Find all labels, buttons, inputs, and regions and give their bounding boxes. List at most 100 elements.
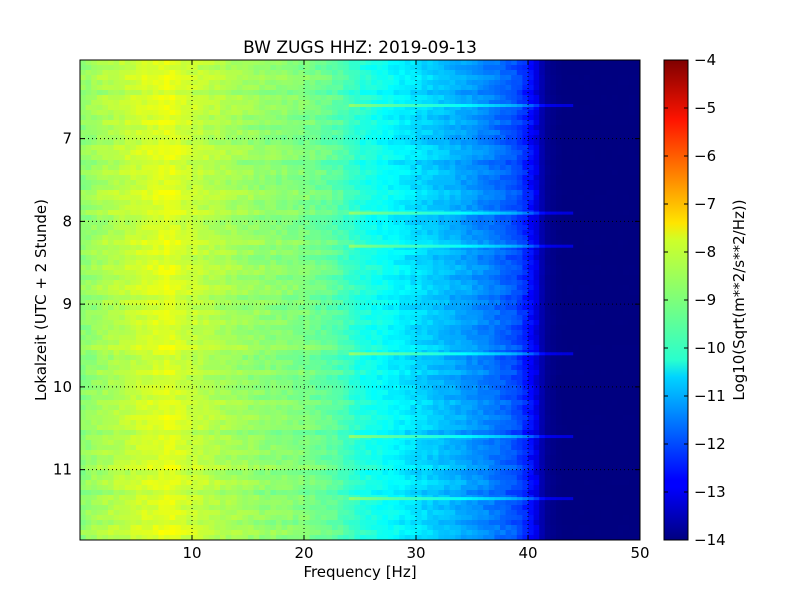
heatmap-cell — [382, 65, 389, 71]
heatmap-cell — [180, 270, 187, 276]
heatmap-cell — [533, 260, 540, 266]
heatmap-cell — [617, 260, 624, 266]
heatmap-cell — [365, 90, 372, 96]
heatmap-cell — [332, 95, 338, 101]
heatmap-cell — [326, 290, 333, 296]
heatmap-cell — [556, 230, 562, 236]
heatmap-cell — [544, 285, 551, 291]
heatmap-cell — [315, 260, 322, 266]
heatmap-cell — [164, 95, 170, 101]
heatmap-cell — [634, 260, 640, 266]
heatmap-cell — [516, 180, 523, 186]
heatmap-cell — [108, 75, 114, 81]
heatmap-cell — [231, 280, 238, 286]
heatmap-cell — [376, 90, 383, 96]
heatmap-cell — [572, 165, 579, 171]
heatmap-cell — [180, 185, 187, 191]
heatmap-cell — [623, 205, 630, 211]
heatmap-cell — [96, 100, 103, 106]
heatmap-cell — [264, 235, 271, 241]
heatmap-cell — [264, 90, 271, 96]
heatmap-cell — [505, 255, 512, 261]
heatmap-cell — [225, 240, 232, 246]
heatmap-cell — [80, 270, 86, 276]
heatmap-cell — [612, 60, 618, 66]
heatmap-cell — [304, 65, 310, 71]
heatmap-cell — [124, 170, 131, 176]
heatmap-cell — [556, 80, 562, 86]
heatmap-cell — [124, 100, 131, 106]
heatmap-cell — [264, 250, 271, 256]
heatmap-cell — [455, 225, 462, 231]
heatmap-cell — [292, 110, 299, 116]
heatmap-cell — [309, 85, 316, 91]
heatmap-cell — [108, 260, 114, 266]
heatmap-cell — [113, 70, 120, 76]
heatmap-cell — [567, 275, 574, 281]
heatmap-cell — [477, 180, 484, 186]
heatmap-cell — [276, 155, 282, 161]
heatmap-cell — [623, 200, 630, 206]
heatmap-cell — [102, 70, 109, 76]
heatmap-cell — [404, 260, 411, 266]
heatmap-cell — [550, 190, 557, 196]
heatmap-cell — [572, 150, 579, 156]
heatmap-cell — [371, 250, 378, 256]
heatmap-cell — [253, 70, 260, 76]
heatmap-cell — [561, 265, 568, 271]
heatmap-cell — [416, 195, 422, 201]
heatmap-cell — [253, 145, 260, 151]
heatmap-cell — [421, 145, 428, 151]
heatmap-cell — [522, 65, 529, 71]
heatmap-cell — [214, 230, 221, 236]
heatmap-cell — [214, 105, 221, 111]
heatmap-cell — [634, 100, 640, 106]
heatmap-cell — [589, 220, 596, 226]
heatmap-cell — [393, 235, 400, 241]
heatmap-cell — [136, 295, 142, 301]
heatmap-cell — [264, 210, 271, 216]
heatmap-cell — [236, 220, 243, 226]
heatmap-cell — [186, 230, 193, 236]
heatmap-cell — [332, 90, 338, 96]
heatmap-cell — [393, 115, 400, 121]
heatmap-cell — [220, 205, 226, 211]
heatmap-cell — [326, 65, 333, 71]
heatmap-cell — [253, 155, 260, 161]
heatmap-cell — [113, 280, 120, 286]
heatmap-cell — [80, 195, 86, 201]
heatmap-cell — [444, 275, 450, 281]
heatmap-cell — [158, 180, 165, 186]
heatmap-cell — [505, 220, 512, 226]
heatmap-cell — [516, 215, 523, 221]
heatmap-cell — [242, 100, 249, 106]
heatmap-cell — [203, 145, 210, 151]
heatmap-cell — [141, 100, 148, 106]
heatmap-cell — [539, 230, 546, 236]
heatmap-cell — [332, 155, 338, 161]
heatmap-cell — [119, 95, 126, 101]
heatmap-cell — [158, 165, 165, 171]
heatmap-cell — [320, 175, 327, 181]
heatmap-cell — [444, 150, 450, 156]
heatmap-cell — [236, 205, 243, 211]
heatmap-cell — [119, 90, 126, 96]
heatmap-cell — [315, 205, 322, 211]
heatmap-cell — [376, 160, 383, 166]
heatmap-cell — [505, 190, 512, 196]
heatmap-cell — [259, 270, 266, 276]
heatmap-cell — [332, 75, 338, 81]
heatmap-cell — [298, 60, 305, 66]
heatmap-cell — [449, 240, 456, 246]
heatmap-cell — [192, 215, 198, 221]
heatmap-cell — [567, 270, 574, 276]
heatmap-cell — [544, 200, 551, 206]
heatmap-cell — [561, 250, 568, 256]
heatmap-cell — [337, 165, 344, 171]
heatmap-cell — [203, 275, 210, 281]
heatmap-cell — [589, 240, 596, 246]
heatmap-cell — [567, 150, 574, 156]
heatmap-cell — [500, 280, 506, 286]
heatmap-cell — [320, 240, 327, 246]
heatmap-cell — [432, 230, 439, 236]
